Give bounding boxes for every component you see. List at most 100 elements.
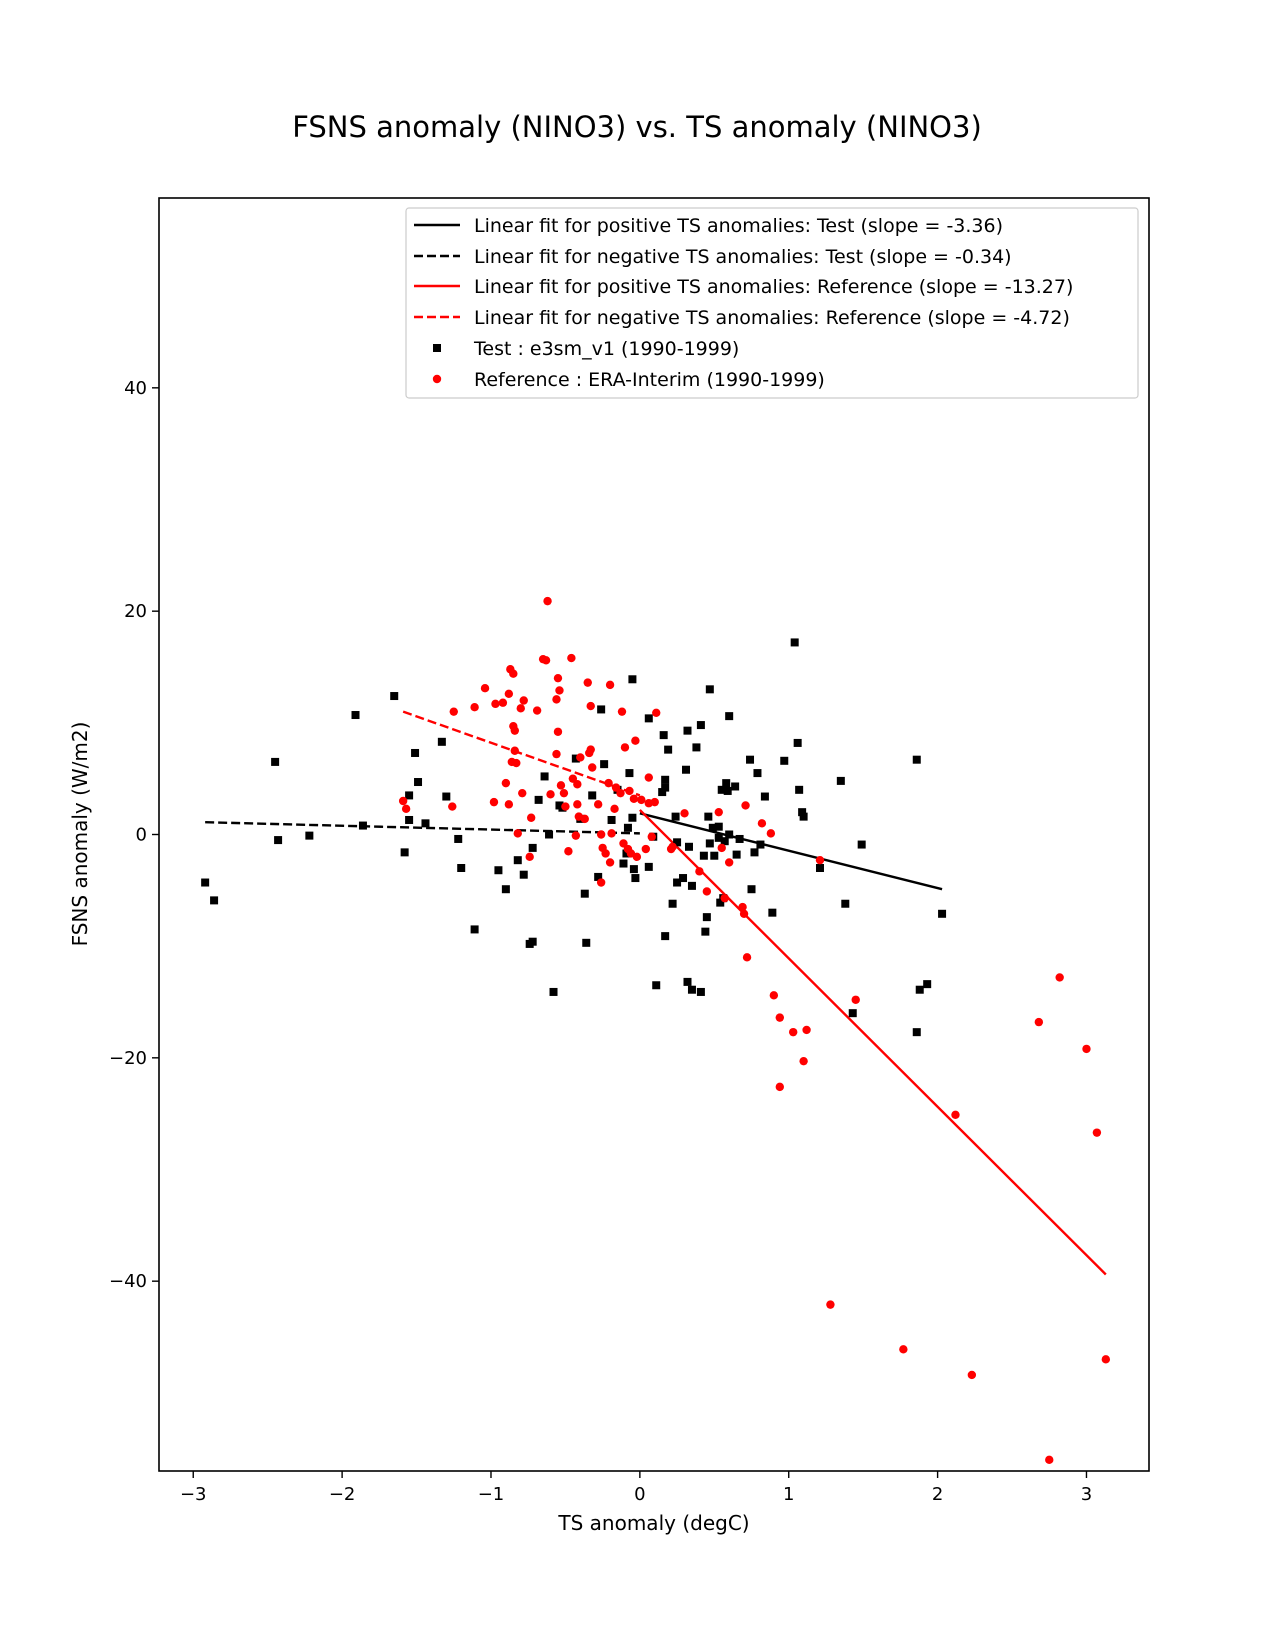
test-point: [683, 726, 692, 735]
reference-point: [553, 727, 563, 736]
reference-point: [788, 1027, 798, 1037]
reference-point: [398, 796, 408, 806]
test-point: [631, 874, 640, 883]
test-point: [702, 913, 711, 922]
test-point: [790, 638, 799, 647]
test-point: [501, 885, 510, 894]
reference-point: [775, 1013, 784, 1022]
x-tick-label: 3: [1081, 1484, 1092, 1505]
legend-label: Linear fit for negative TS anomalies: Te…: [474, 246, 1012, 268]
test-point: [411, 748, 420, 757]
test-point: [454, 834, 463, 843]
test-point: [793, 738, 802, 747]
test-point: [704, 812, 713, 821]
reference-point: [620, 743, 630, 752]
reference-point: [757, 819, 767, 828]
reference-point: [593, 800, 603, 809]
x-tick-label: 1: [783, 1484, 794, 1505]
reference-point: [769, 991, 779, 1000]
test-point: [692, 743, 701, 752]
test-point: [545, 830, 554, 839]
test-point: [625, 769, 634, 778]
reference-point: [625, 786, 634, 796]
reference-point: [714, 807, 723, 817]
reference-point: [586, 701, 595, 711]
x-tick-label: 0: [634, 1484, 645, 1505]
legend-label: Reference : ERA-Interim (1990-1999): [474, 369, 825, 391]
reference-point: [766, 829, 776, 838]
legend: Linear fit for positive TS anomalies: Te…: [405, 207, 1139, 399]
test-point: [750, 848, 759, 857]
test-point: [746, 755, 755, 764]
reference-point: [596, 830, 606, 839]
reference-point: [510, 746, 520, 755]
test-point: [661, 783, 670, 792]
test-point: [644, 862, 653, 871]
legend-label: Test : e3sm_v1 (1990-1999): [473, 338, 739, 360]
reference-point: [568, 774, 578, 783]
x-tick-label: −2: [329, 1484, 356, 1505]
test-point: [442, 792, 451, 801]
legend-box: [405, 207, 1139, 399]
test-point: [628, 675, 637, 684]
reference-point: [498, 698, 508, 707]
test-point: [623, 823, 632, 832]
test-point: [534, 795, 543, 804]
reference-point: [619, 839, 628, 848]
reference-point: [576, 753, 585, 762]
test-point: [470, 925, 479, 934]
test-point: [661, 932, 670, 941]
reference-point: [561, 802, 570, 811]
test-point: [519, 870, 528, 879]
reference-point: [512, 758, 521, 768]
test-point: [912, 1028, 921, 1037]
test-point: [714, 833, 723, 842]
test-point: [705, 839, 714, 848]
test-point: [756, 840, 765, 849]
reference-point: [516, 704, 525, 713]
reference-point: [739, 909, 749, 918]
test-point: [421, 819, 430, 828]
reference-point: [652, 708, 661, 717]
test-point: [710, 851, 719, 860]
test-point: [622, 849, 631, 858]
test-point: [597, 705, 606, 714]
reference-point: [583, 678, 592, 687]
test-point: [668, 899, 677, 908]
reference-point: [573, 800, 582, 809]
legend-marker-swatch: [432, 374, 442, 384]
test-point: [594, 872, 603, 881]
reference-point: [588, 763, 597, 772]
fit-line: [205, 821, 640, 835]
reference-point: [541, 656, 551, 665]
reference-point: [702, 887, 712, 896]
test-point: [659, 731, 668, 740]
test-point: [696, 721, 705, 730]
test-point: [683, 977, 692, 986]
test-point: [938, 909, 947, 918]
test-point: [684, 842, 693, 851]
reference-point: [680, 809, 689, 818]
reference-point: [449, 707, 458, 716]
fit-line: [639, 812, 943, 891]
test-point: [798, 808, 807, 817]
reference-point: [717, 843, 726, 853]
reference-point: [489, 797, 499, 807]
reference-point: [509, 669, 518, 678]
test-point: [580, 889, 589, 898]
test-point: [705, 685, 714, 694]
test-point: [687, 985, 696, 994]
fit-line: [402, 710, 641, 797]
test-point: [687, 881, 696, 890]
reference-point: [504, 800, 514, 809]
reference-point: [951, 1110, 960, 1119]
reference-point: [641, 844, 651, 854]
test-point: [725, 830, 734, 839]
test-point: [923, 980, 932, 989]
test-point: [271, 757, 280, 766]
test-point: [405, 791, 414, 800]
test-point: [528, 843, 537, 852]
test-point: [629, 865, 638, 874]
test-point: [457, 864, 466, 872]
reference-point: [738, 902, 747, 912]
